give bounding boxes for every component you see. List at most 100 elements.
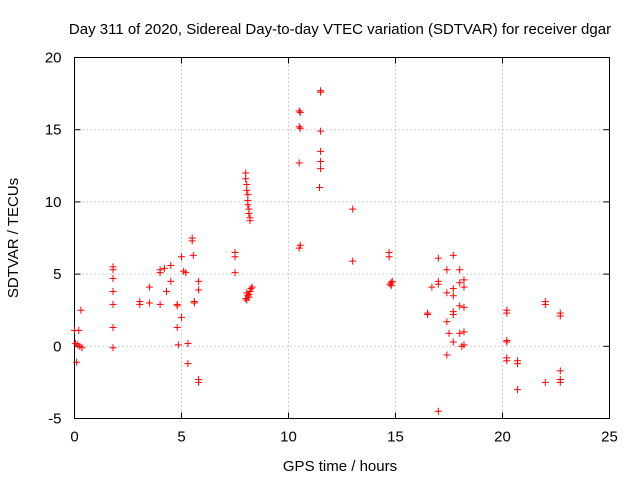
data-point [167,261,175,269]
data-point [247,285,255,293]
data-point [385,253,393,261]
data-point [295,107,303,115]
data-point [145,283,153,291]
data-point [109,344,117,352]
data-point [173,324,181,332]
x-tick-label: 0 [70,429,78,446]
data-point [541,378,549,386]
data-point [556,312,564,320]
y-axis-label: SDTVAR / TECUs [5,178,22,298]
data-point [178,253,185,261]
data-point [460,276,468,284]
data-point [445,329,453,337]
data-point [231,269,239,277]
data-point [556,367,564,375]
data-point [349,257,357,265]
data-point [456,266,464,274]
axis-ticks: 0 5 10 15 20 25 -5 0 5 10 15 20 [45,50,618,446]
x-tick-label: 15 [387,429,404,446]
data-point [109,324,117,332]
data-point [109,300,117,308]
data-point [513,360,521,368]
data-point [242,175,250,183]
data-point [296,108,304,116]
data-point [449,251,457,259]
data-point [78,344,86,352]
grid-lines [74,57,610,419]
data-point [460,303,468,311]
data-point [178,313,185,321]
data-point [246,287,254,295]
x-tick-label: 20 [494,429,511,446]
y-tick-label: 20 [45,50,62,67]
data-point [388,277,396,285]
data-point [541,300,549,308]
data-point [109,274,117,282]
data-point [456,329,464,337]
data-point [443,318,451,326]
data-point [434,407,442,415]
y-tick-label: -5 [48,411,61,428]
data-point [156,300,164,308]
data-point [434,280,442,288]
data-point [246,217,254,225]
data-point [245,209,253,217]
data-point [460,283,468,291]
data-point [317,88,325,96]
data-point [295,123,303,131]
y-tick-label: 10 [45,194,62,211]
data-point [160,264,168,272]
data-point [184,360,192,368]
data-point [449,311,457,319]
x-tick-label: 5 [177,429,185,446]
data-point [456,302,464,310]
data-point [163,287,171,295]
data-point [456,279,464,287]
data-point [317,127,325,135]
data-point [109,287,117,295]
data-point [449,285,457,293]
data-point [77,306,85,314]
data-point [317,147,325,155]
data-point [296,124,304,132]
data-point [503,338,511,346]
data-point [424,311,432,319]
y-tick-label: 15 [45,122,62,139]
data-point [190,299,198,307]
data-point [195,378,203,386]
data-point [460,341,468,349]
data-point [136,300,144,308]
data-point [195,286,203,294]
data-point [245,293,253,301]
data-point [317,165,325,173]
x-tick-label: 10 [280,429,297,446]
chart-title: Day 311 of 2020, Sidereal Day-to-day VTE… [69,21,611,38]
data-point [449,292,457,300]
data-point [156,269,164,277]
data-point [296,241,304,249]
data-point [243,289,251,297]
data-point [316,183,324,191]
data-point [443,351,451,359]
data-point [317,157,325,165]
data-point [295,244,303,252]
data-point [295,159,303,167]
plot-frame [74,57,610,419]
data-point [182,269,190,277]
data-point [428,283,436,291]
data-point [244,292,252,300]
data-point [189,251,197,259]
data-point [243,186,251,194]
data-point [167,277,175,285]
data-point [503,309,511,317]
data-point [188,237,196,245]
data-point [434,254,442,262]
data-point [460,328,468,336]
data-point [73,358,81,366]
data-point [349,205,357,213]
x-axis-label: GPS time / hours [283,458,397,475]
data-point [145,299,153,307]
data-point [184,339,192,347]
x-tick-label: 25 [601,429,618,446]
